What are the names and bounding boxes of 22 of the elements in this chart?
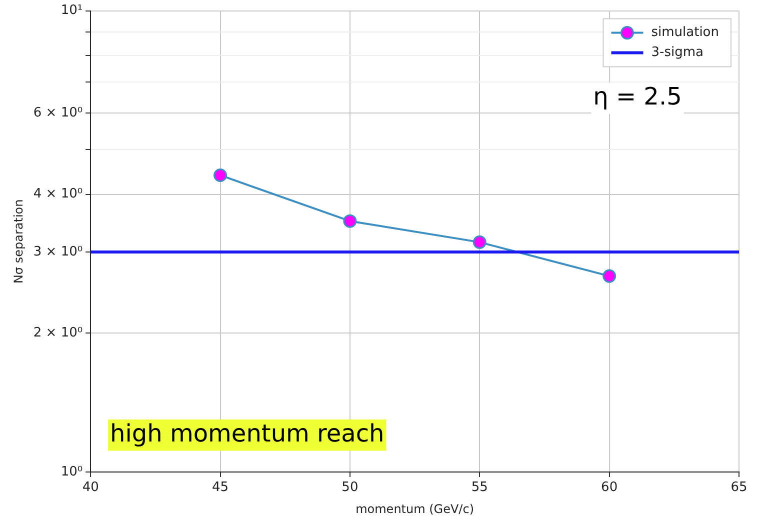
point bbox=[214, 168, 228, 182]
y-tick-label: 4 × 10⁰ bbox=[33, 186, 83, 202]
x-tick-label: 45 bbox=[212, 480, 229, 496]
x-tick-label: 55 bbox=[471, 480, 488, 496]
x-tick-label: 60 bbox=[601, 480, 618, 496]
legend-label: 3-sigma bbox=[651, 45, 704, 60]
point bbox=[472, 235, 486, 249]
x-tick-label: 50 bbox=[342, 480, 358, 496]
x-tick-label: 40 bbox=[82, 480, 99, 496]
x-tick-label: 65 bbox=[730, 480, 748, 496]
annotation: η = 2.5 bbox=[593, 82, 682, 111]
y-tick-label: 10¹ bbox=[60, 3, 83, 18]
point bbox=[343, 214, 357, 228]
legend-label: simulation bbox=[651, 25, 720, 40]
y-tick-label: 6 × 10⁰ bbox=[33, 105, 83, 120]
x-axis-title: momentum (GeV/c) bbox=[356, 502, 474, 516]
y-axis-title: Nσ separation bbox=[11, 199, 26, 284]
annotation: high momentum reach bbox=[110, 419, 384, 448]
y-tick-label: 10⁰ bbox=[60, 464, 83, 480]
y-tick-label: 2 × 10⁰ bbox=[33, 326, 83, 341]
point bbox=[602, 269, 616, 283]
y-tick-label: 3 × 10⁰ bbox=[33, 244, 83, 260]
